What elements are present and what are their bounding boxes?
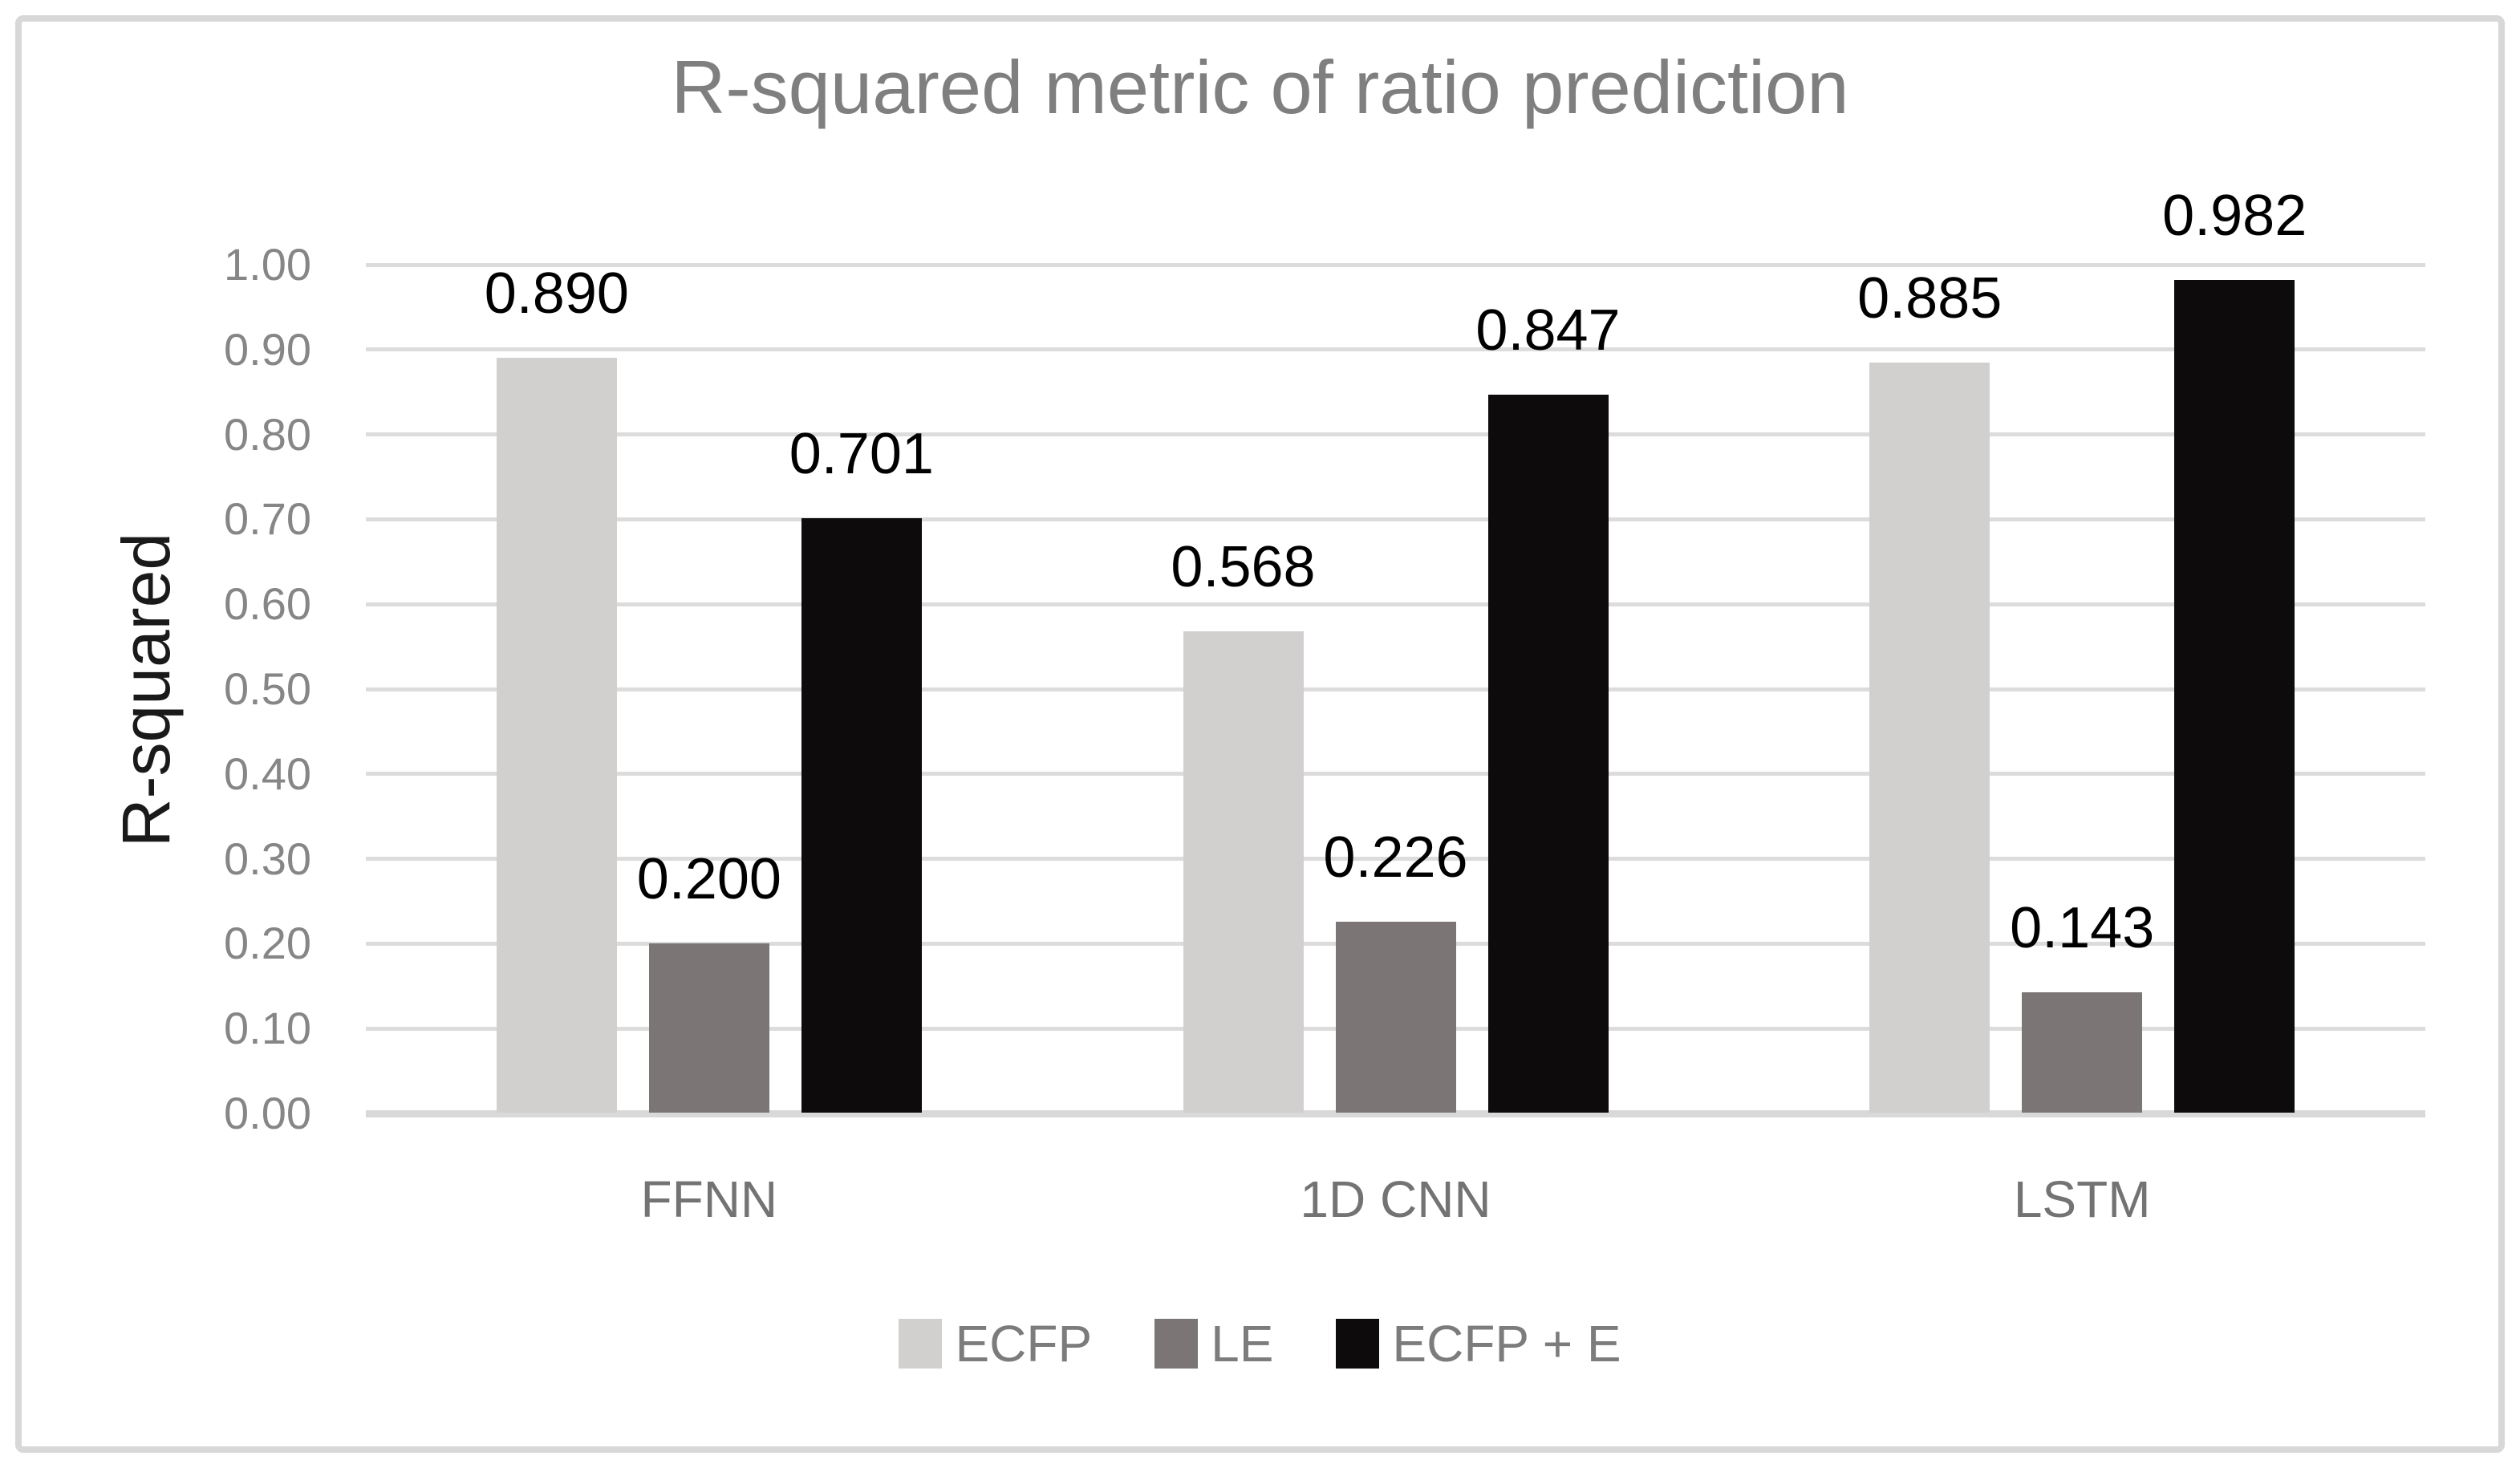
gridline: [366, 347, 2425, 352]
legend-item-ecfp: ECFP: [899, 1316, 1092, 1372]
y-tick-label: 0.70: [224, 493, 311, 545]
bar-ECFP-1DCNN: [1183, 631, 1304, 1113]
data-label-LE-1DCNN: 0.226: [1323, 825, 1468, 890]
gridline: [366, 687, 2425, 691]
y-tick-label: 0.80: [224, 408, 311, 460]
x-axis-line: [366, 1109, 2425, 1117]
gridline: [366, 517, 2425, 521]
legend-item-le: LE: [1154, 1316, 1273, 1372]
y-tick-label: 0.50: [224, 663, 311, 714]
data-label-ECFP+E-1DCNN: 0.847: [1475, 298, 1621, 363]
legend-label-ecfp: ECFP: [955, 1315, 1093, 1373]
bar-LE-FFNN: [648, 943, 769, 1113]
gridline: [366, 262, 2425, 267]
legend-swatch-ecfp-e: [1336, 1319, 1380, 1369]
figure-border: [15, 15, 2505, 1453]
data-label-ECFP+E-FFNN: 0.701: [789, 422, 934, 487]
bar-ECFP-FFNN: [496, 358, 617, 1113]
y-tick-label: 0.90: [224, 323, 311, 375]
data-label-ECFP-FFNN: 0.890: [484, 262, 629, 326]
y-tick-label: 0.40: [224, 748, 311, 799]
data-label-LE-LSTM: 0.143: [2010, 895, 2155, 960]
legend-swatch-ecfp: [899, 1319, 943, 1369]
legend-label-le: LE: [1211, 1315, 1274, 1373]
category-label: 1D CNN: [1300, 1170, 1491, 1228]
bar-ECFP+E-FFNN: [801, 518, 922, 1113]
legend-label-ecfp-e: ECFP + E: [1392, 1315, 1621, 1373]
category-label: FFNN: [640, 1170, 778, 1228]
bar-LE-LSTM: [2022, 992, 2143, 1113]
y-tick-label: 1.00: [224, 239, 311, 290]
y-tick-label: 0.00: [224, 1088, 311, 1138]
legend-item-ecfp-e: ECFP + E: [1336, 1316, 1621, 1372]
data-label-ECFP-1DCNN: 0.568: [1171, 535, 1316, 600]
bar-ECFP-LSTM: [1869, 362, 1990, 1113]
gridline: [366, 772, 2425, 777]
y-tick-label: 0.10: [224, 1003, 311, 1054]
data-label-ECFP-LSTM: 0.885: [1857, 266, 2003, 331]
bar-ECFP+E-LSTM: [2174, 280, 2295, 1113]
bar-LE-1DCNN: [1335, 921, 1456, 1113]
gridline: [366, 602, 2425, 606]
chart-title: R-squared metric of ratio prediction: [671, 45, 1849, 129]
data-label-ECFP+E-LSTM: 0.982: [2162, 184, 2307, 249]
legend: ECFP LE ECFP + E: [0, 1316, 2520, 1372]
bar-ECFP+E-1DCNN: [1487, 394, 1609, 1113]
gridline: [366, 857, 2425, 862]
y-tick-label: 0.20: [224, 918, 311, 969]
legend-swatch-le: [1154, 1319, 1199, 1369]
y-tick-label: 0.60: [224, 578, 311, 630]
category-label: LSTM: [2013, 1170, 2151, 1228]
gridline: [366, 432, 2425, 437]
y-tick-label: 0.30: [224, 833, 311, 884]
data-label-LE-FFNN: 0.200: [636, 847, 781, 912]
